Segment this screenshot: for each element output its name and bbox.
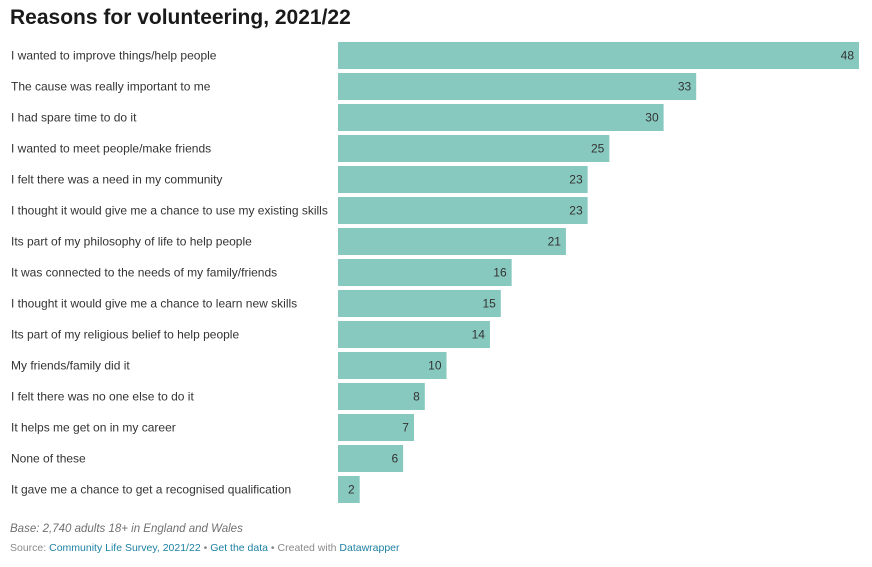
bar — [338, 414, 414, 441]
bar — [338, 290, 501, 317]
category-label: None of these — [11, 452, 86, 466]
bar-row: It helps me get on in my career 7 — [11, 414, 414, 441]
chart-footer: Source: Community Life Survey, 2021/22 •… — [10, 542, 400, 554]
bar — [338, 445, 404, 472]
bar-row: My friends/family did it 10 — [11, 352, 447, 379]
category-label: I wanted to meet people/make friends — [11, 142, 211, 156]
bar-row: Its part of my philosophy of life to hel… — [11, 228, 566, 255]
value-label: 23 — [569, 204, 583, 218]
value-label: 30 — [645, 111, 659, 125]
category-label: My friends/family did it — [11, 359, 130, 373]
bar — [338, 166, 588, 193]
value-label: 48 — [841, 49, 855, 63]
category-label: I had spare time to do it — [11, 111, 137, 125]
category-label: I wanted to improve things/help people — [11, 49, 217, 63]
bar-row: I thought it would give me a chance to u… — [11, 197, 588, 224]
chart-title: Reasons for volunteering, 2021/22 — [10, 6, 351, 29]
bar — [338, 259, 512, 286]
bar-row: I had spare time to do it 30 — [11, 104, 664, 131]
get-data-link[interactable]: Get the data — [210, 542, 268, 554]
bar — [338, 135, 610, 162]
category-label: It helps me get on in my career — [11, 421, 176, 435]
source-link[interactable]: Community Life Survey, 2021/22 — [49, 542, 201, 554]
bar-chart: I wanted to improve things/help people 48… — [11, 42, 859, 503]
category-label: It was connected to the needs of my fami… — [11, 266, 277, 280]
bar-row: I wanted to improve things/help people 48 — [11, 42, 859, 69]
value-label: 2 — [348, 483, 355, 497]
datawrapper-link[interactable]: Datawrapper — [339, 542, 400, 554]
bar — [338, 383, 425, 410]
bar-row: The cause was really important to me 33 — [11, 73, 697, 100]
value-label: 23 — [569, 173, 583, 187]
category-label: Its part of my religious belief to help … — [11, 328, 239, 342]
category-label: I thought it would give me a chance to u… — [11, 204, 328, 218]
value-label: 14 — [472, 328, 486, 342]
source-prefix: Source: — [10, 542, 47, 554]
category-label: I felt there was no one else to do it — [11, 390, 194, 404]
bar — [338, 197, 588, 224]
value-label: 6 — [391, 452, 398, 466]
bar-row: I thought it would give me a chance to l… — [11, 290, 501, 317]
bar — [338, 104, 664, 131]
created-with-text: Created with — [277, 542, 337, 554]
bar — [338, 321, 490, 348]
category-label: I thought it would give me a chance to l… — [11, 297, 297, 311]
bar — [338, 42, 859, 69]
value-label: 33 — [678, 80, 692, 94]
bar — [338, 476, 360, 503]
bar-row: Its part of my religious belief to help … — [11, 321, 490, 348]
category-label: I felt there was a need in my community — [11, 173, 222, 187]
value-label: 21 — [548, 235, 562, 249]
footer-separator: • — [270, 542, 275, 554]
value-label: 8 — [413, 390, 420, 404]
bar — [338, 352, 447, 379]
category-label: It gave me a chance to get a recognised … — [11, 483, 291, 497]
bar — [338, 228, 566, 255]
bar-row: I felt there was a need in my community 2… — [11, 166, 588, 193]
chart-notes: Base: 2,740 adults 18+ in England and Wa… — [10, 523, 243, 535]
value-label: 25 — [591, 142, 605, 156]
value-label: 15 — [482, 297, 496, 311]
bar-row: None of these 6 — [11, 445, 404, 472]
bar-row: I felt there was no one else to do it 8 — [11, 383, 425, 410]
bar-row: It gave me a chance to get a recognised … — [11, 476, 360, 503]
value-label: 16 — [493, 266, 507, 280]
bar — [338, 73, 697, 100]
category-label: Its part of my philosophy of life to hel… — [11, 235, 252, 249]
value-label: 10 — [428, 359, 442, 373]
value-label: 7 — [402, 421, 409, 435]
footer-separator: • — [203, 542, 208, 554]
bar-row: It was connected to the needs of my fami… — [11, 259, 512, 286]
category-label: The cause was really important to me — [11, 80, 211, 94]
bar-row: I wanted to meet people/make friends 25 — [11, 135, 610, 162]
